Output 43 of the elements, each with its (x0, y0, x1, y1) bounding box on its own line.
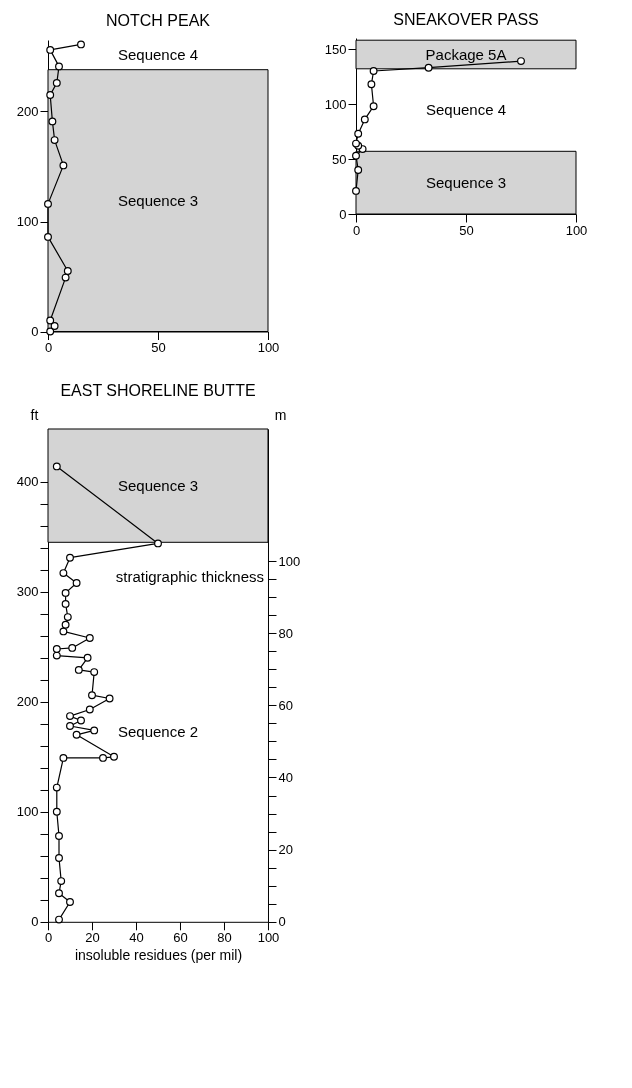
y2-tick-label: 20 (278, 841, 293, 857)
y2-axis-title: m (274, 407, 287, 423)
x-tick-label: 20 (85, 929, 100, 945)
x-axis-title: insoluble residues (per mil) (74, 946, 243, 963)
y-tick-label: 400 (16, 473, 39, 489)
annotation: Sequence 4 (117, 45, 199, 63)
y-tick-label: 50 (332, 151, 347, 167)
x-tick-label: 60 (173, 929, 188, 945)
y-axis-title: ft (30, 407, 39, 423)
y-tick-label: 100 (16, 803, 39, 819)
y2-tick-label: 0 (278, 913, 286, 929)
annotation: Sequence 4 (425, 101, 507, 119)
annotation: stratigraphic thickness (115, 567, 264, 585)
y-tick-label: 300 (16, 583, 39, 599)
x-tick-label: 100 (565, 222, 588, 238)
band-label: Sequence 3 (425, 173, 507, 191)
annotation: Sequence 2 (118, 722, 198, 740)
x-tick-label: 40 (129, 929, 144, 945)
y-tick-label: 200 (16, 693, 39, 709)
x-tick-label: 0 (352, 222, 361, 238)
x-tick-label: 100 (257, 340, 280, 355)
y2-tick-label: 100 (278, 553, 301, 569)
chart-title: NOTCH PEAK (105, 11, 211, 29)
y-tick-label: 100 (324, 96, 347, 112)
y2-tick-label: 40 (278, 769, 293, 785)
x-tick-label: 50 (151, 340, 166, 355)
y-tick-label: 0 (31, 913, 39, 929)
band-label: Sequence 3 (117, 191, 199, 209)
y2-tick-label: 80 (278, 625, 293, 641)
chart-title: EAST SHORELINE BUTTE (60, 381, 256, 399)
y-tick-label: 0 (31, 324, 39, 339)
x-tick-label: 50 (459, 222, 474, 238)
x-tick-label: 0 (44, 929, 53, 945)
x-tick-label: 80 (217, 929, 232, 945)
x-tick-label: 100 (257, 929, 280, 945)
band-label: Sequence 3 (118, 476, 198, 494)
y-tick-label: 200 (16, 104, 39, 119)
x-tick-label: 0 (44, 340, 53, 355)
y-tick-label: 150 (324, 41, 347, 57)
band-label: Package 5A (425, 45, 507, 63)
y-tick-label: 0 (339, 206, 347, 222)
y2-tick-label: 60 (278, 697, 293, 713)
chart-title: SNEAKOVER PASS (393, 11, 539, 28)
